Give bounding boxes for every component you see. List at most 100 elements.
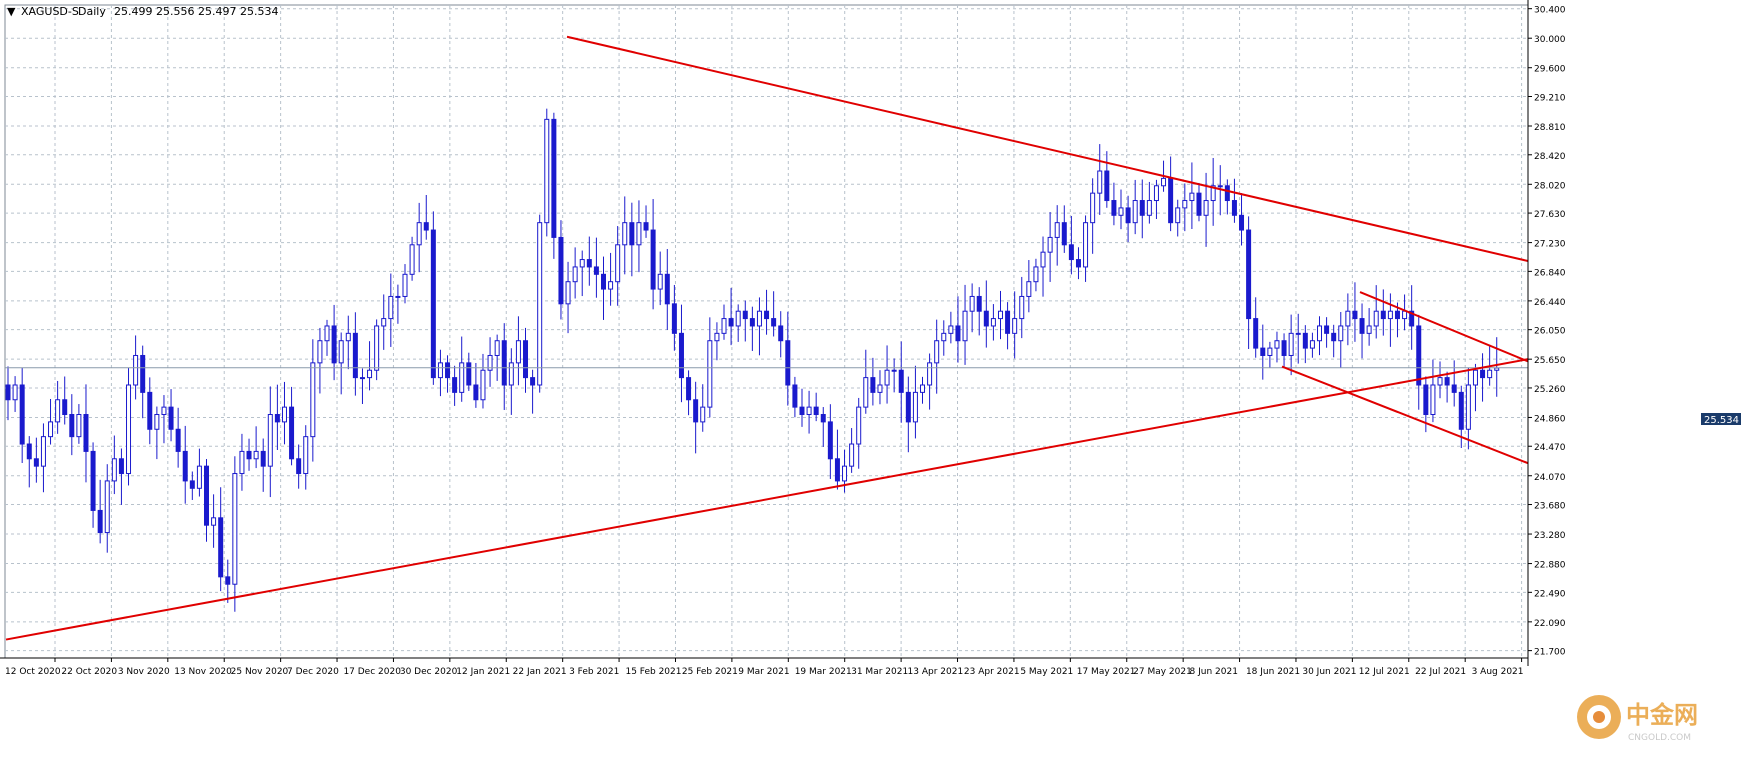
candle-body xyxy=(1380,310,1386,320)
grid xyxy=(4,4,1529,659)
candle-body xyxy=(1302,332,1308,349)
candle-body xyxy=(870,377,876,393)
candle-body xyxy=(1189,192,1195,202)
candle-body xyxy=(402,273,408,297)
candle-body xyxy=(820,414,826,423)
channel-upper-line xyxy=(1359,291,1529,363)
candle-body xyxy=(1111,200,1117,216)
candle-body xyxy=(579,259,585,268)
watermark: 中金网 CNGOLD.COM xyxy=(1577,695,1698,743)
x-tick-label: 23 Apr 2021 xyxy=(964,667,1020,677)
candle-body xyxy=(1196,192,1202,216)
candle-body xyxy=(310,362,316,438)
candle-body xyxy=(856,406,862,445)
candle-body xyxy=(1118,207,1124,216)
candle-body xyxy=(1104,170,1110,202)
candle-body xyxy=(1338,325,1344,342)
candle-body xyxy=(395,295,401,298)
candle-body xyxy=(303,436,309,475)
candle-body xyxy=(331,325,337,364)
candle-body xyxy=(650,229,656,290)
candle-body xyxy=(111,458,117,482)
candle-body xyxy=(508,362,514,386)
candle-body xyxy=(140,354,146,393)
y-tick-label: 24.070 xyxy=(1534,473,1566,483)
candle-body xyxy=(842,465,848,482)
candle-body xyxy=(799,406,805,416)
candle-body xyxy=(912,391,918,423)
candle-body xyxy=(381,318,387,327)
candle-body xyxy=(1253,318,1259,349)
y-tick-label: 22.090 xyxy=(1534,619,1566,629)
candle-body xyxy=(1090,192,1096,224)
chart-collapse-icon[interactable]: ▼ xyxy=(7,5,16,18)
candle-body xyxy=(1317,325,1323,342)
candle-body xyxy=(1012,318,1018,334)
x-tick-label: 13 Nov 2020 xyxy=(174,667,232,677)
y-tick-label: 28.020 xyxy=(1534,181,1566,191)
candle-body xyxy=(827,421,833,460)
candle-body xyxy=(62,399,68,416)
x-tick-label: 17 Dec 2020 xyxy=(343,667,401,677)
candle-body xyxy=(1366,325,1372,334)
candle-body xyxy=(849,443,855,467)
candle-body xyxy=(5,384,11,401)
candle-body xyxy=(1416,325,1422,386)
x-tick-label: 12 Jul 2021 xyxy=(1359,667,1410,677)
candle-body xyxy=(898,369,904,393)
y-tick-label: 27.230 xyxy=(1534,240,1566,250)
candle-body xyxy=(721,318,727,334)
candle-body xyxy=(1288,332,1294,356)
candle-body xyxy=(182,450,188,482)
candle-body xyxy=(785,340,791,386)
candle-body xyxy=(643,222,649,231)
candle-body xyxy=(1487,369,1493,379)
trendlines xyxy=(5,35,1529,641)
candle-body xyxy=(218,517,224,578)
candle-body xyxy=(97,509,103,534)
resistance-trendline xyxy=(566,35,1529,263)
x-tick-label: 25 Nov 2020 xyxy=(231,667,289,677)
candle-body xyxy=(1168,177,1174,224)
candle-body xyxy=(1153,185,1159,202)
candle-body xyxy=(1019,295,1025,320)
candle-body xyxy=(565,281,571,305)
y-tick-label: 21.700 xyxy=(1534,648,1566,658)
candle-body xyxy=(544,118,550,224)
candles xyxy=(5,108,1500,612)
candle-body xyxy=(437,362,443,379)
candle-body xyxy=(1239,214,1245,231)
candle-body xyxy=(1260,347,1266,356)
candle-body xyxy=(955,325,961,342)
y-tick-label: 23.280 xyxy=(1534,531,1566,541)
candle-body xyxy=(1267,347,1273,356)
candle-body xyxy=(664,273,670,305)
x-tick-label: 17 May 2021 xyxy=(1077,667,1136,677)
candle-body xyxy=(388,295,394,320)
x-tick-label: 15 Feb 2021 xyxy=(625,667,681,677)
candle-body xyxy=(884,369,890,386)
candle-body xyxy=(1068,244,1074,261)
candle-body xyxy=(104,480,110,534)
candle-body xyxy=(572,266,578,283)
candle-body xyxy=(1175,207,1181,224)
y-tick-label: 29.600 xyxy=(1534,65,1566,75)
candle-body xyxy=(90,450,96,511)
candle-body xyxy=(1387,310,1393,320)
candle-body xyxy=(1182,200,1188,209)
x-tick-label: 18 Jun 2021 xyxy=(1246,667,1300,677)
candle-body xyxy=(416,222,422,246)
candle-body xyxy=(445,362,451,379)
axes: 30.400 30.000 29.600 29.210 28.810 28.420 28.0… xyxy=(0,0,1566,677)
x-tick-label: 9 Mar 2021 xyxy=(738,667,789,677)
candle-body xyxy=(359,377,365,380)
candle-body xyxy=(778,325,784,342)
current-price-label: 25.534 xyxy=(1704,415,1739,426)
candle-body xyxy=(615,244,621,283)
y-tick-label: 22.490 xyxy=(1534,589,1566,599)
candle-body xyxy=(962,310,968,342)
channel-lower-line xyxy=(1281,365,1529,465)
header-ohlc: 25.499 25.556 25.497 25.534 xyxy=(114,5,278,18)
